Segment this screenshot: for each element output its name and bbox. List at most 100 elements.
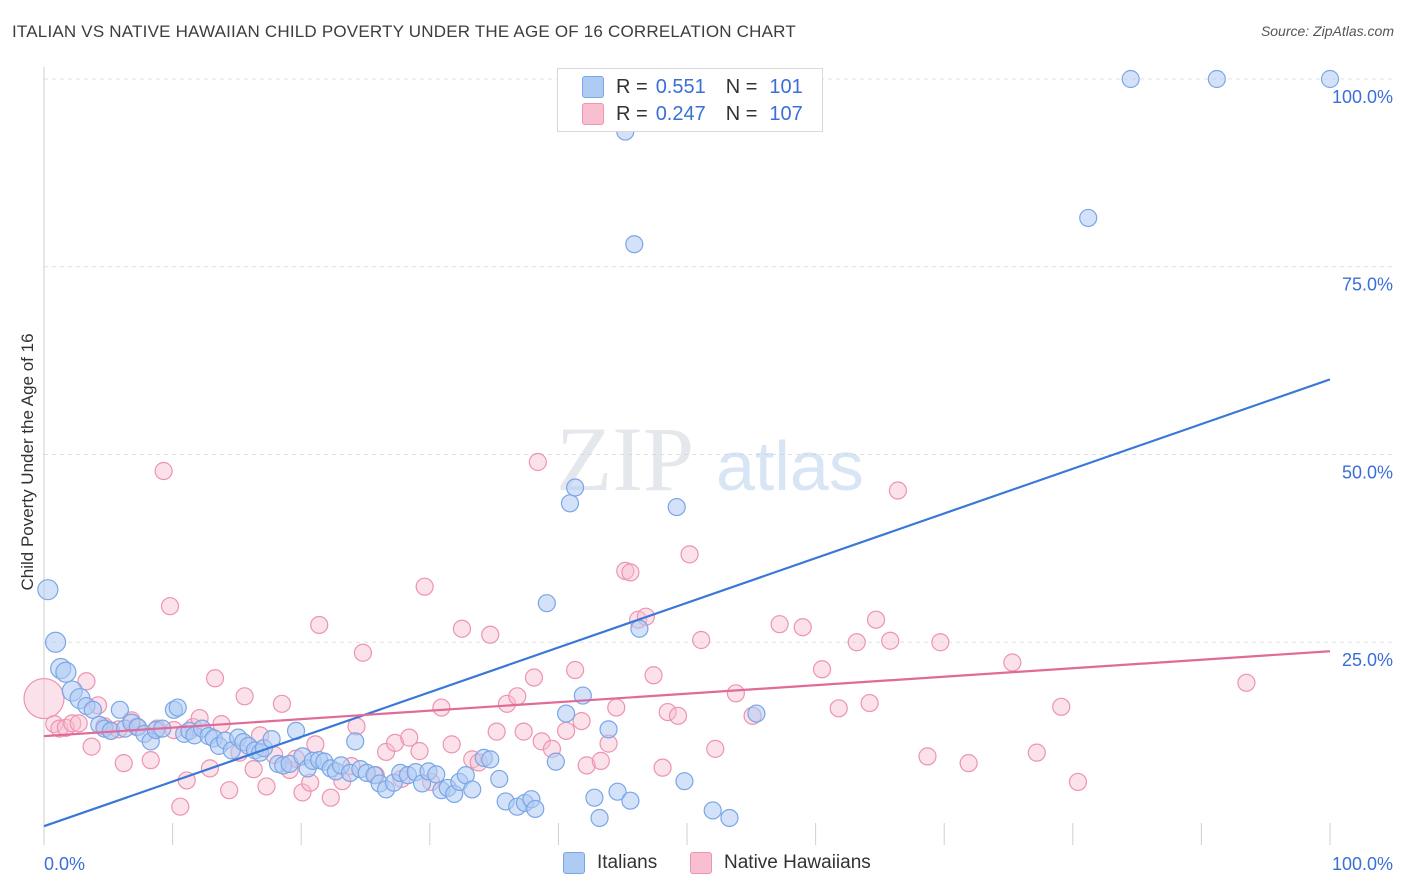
native-hawaiians-point [410, 742, 429, 761]
native-hawaiians-point [668, 706, 688, 725]
native-hawaiians-point [69, 714, 88, 733]
legend-swatch-italians [563, 852, 585, 874]
native-hawaiians-point [591, 751, 610, 770]
italians-point [1320, 69, 1340, 89]
native-hawaiians-point [621, 563, 640, 582]
italians-point [590, 808, 609, 828]
native-hawaiians-point [532, 732, 551, 751]
native-hawaiians-point [508, 687, 527, 706]
native-hawaiians-point [321, 788, 340, 807]
native-hawaiians-point [497, 694, 517, 713]
native-hawaiians-point [1052, 697, 1071, 716]
native-hawaiians-point [487, 722, 506, 741]
native-hawaiians-point [220, 781, 239, 800]
trend-lines [43, 378, 1331, 828]
native-hawaiians-point [481, 625, 500, 644]
italians-point [720, 808, 739, 828]
native-hawaiians-point [528, 452, 547, 472]
native-hawaiians-point [77, 672, 96, 691]
native-hawaiians-point [847, 633, 866, 652]
native-hawaiians-point [557, 721, 576, 740]
italians-point [1207, 69, 1226, 89]
italians-point [608, 782, 627, 801]
legend-r-label: R = [616, 75, 648, 98]
native-hawaiians-point [442, 735, 461, 754]
native-hawaiians-point [644, 666, 663, 685]
x-tick-label: 100.0% [1332, 854, 1393, 874]
legend-row-italians: R = 0.551 N = 101 [582, 75, 803, 99]
native-hawaiians-point [931, 633, 950, 652]
native-hawaiians-point [770, 615, 789, 634]
native-hawaiians-point [829, 699, 848, 718]
italians-point [346, 732, 365, 751]
legend-label-italians: Italians [597, 852, 658, 873]
italians-point [703, 801, 722, 820]
legend-r-value-italians: 0.551 [655, 75, 706, 98]
italians-point [599, 720, 618, 739]
native-hawaiians-point [205, 669, 225, 688]
legend-r-label: R = [616, 102, 648, 125]
native-hawaiians-point [272, 694, 292, 713]
native-hawaiians-point [866, 610, 886, 629]
native-hawaiians-point [114, 754, 133, 773]
native-hawaiians-point [524, 668, 544, 687]
watermark-atlas: atlas [716, 427, 864, 505]
native-hawaiians-point [918, 747, 937, 766]
y-tick-label: 75.0% [1342, 275, 1393, 295]
legend-item-italians[interactable]: Italians [563, 852, 657, 874]
italians-point [1121, 69, 1140, 89]
italians-point [585, 788, 604, 807]
series-legend: Italians Native Hawaiians [0, 852, 1406, 878]
watermark: ZIP atlas [556, 408, 864, 510]
italians-point [630, 619, 649, 638]
native-hawaiians-point [293, 783, 312, 802]
native-hawaiians-point [860, 693, 879, 713]
native-hawaiians-point [680, 545, 699, 564]
native-hawaiians-trend-line [43, 650, 1331, 738]
native-hawaiians-point [812, 660, 832, 679]
legend-item-native-hawaiians[interactable]: Native Hawaiians [690, 852, 871, 874]
chart-title: ITALIAN VS NATIVE HAWAIIAN CHILD POVERTY… [12, 22, 796, 41]
italians-point [168, 698, 187, 717]
native-hawaiians-point [577, 756, 596, 775]
legend-swatch-italians [582, 76, 604, 98]
native-hawaiians-point [257, 777, 276, 796]
italians-point [83, 700, 102, 719]
y-tick-label: 50.0% [1342, 462, 1393, 482]
native-hawaiians-point [566, 660, 585, 680]
axes [43, 67, 1331, 845]
legend-n-value-italians: 101 [769, 75, 803, 98]
x-tick-label: 0.0% [44, 854, 85, 874]
italians-point [566, 478, 585, 497]
y-tick-label: 100.0% [1332, 87, 1393, 107]
italians-point [481, 750, 500, 769]
native-hawaiians-point [82, 737, 101, 756]
native-hawaiians-point [141, 751, 160, 770]
y-axis-title: Child Poverty Under the Age of 16 [18, 333, 37, 590]
native-hawaiians-point [310, 615, 329, 635]
italians-point [557, 704, 576, 723]
native-hawaiians-point [514, 722, 533, 741]
native-hawaiians-point [793, 618, 812, 637]
italians-point [37, 579, 59, 601]
italians-point [44, 631, 67, 653]
native-hawaiians-point [385, 733, 405, 752]
legend-swatch-hawaiians [582, 103, 604, 125]
native-hawaiians-point [235, 687, 254, 706]
native-hawaiians-point [658, 702, 677, 722]
italians-point [55, 661, 77, 683]
italians-point [667, 497, 686, 517]
native-hawaiians-point [1027, 743, 1046, 762]
native-hawaiians-point [653, 758, 672, 777]
native-hawaiians-point [306, 735, 325, 754]
italians-point [625, 235, 644, 254]
native-hawaiians-point [452, 619, 472, 638]
native-hawaiians-point [607, 698, 626, 717]
native-hawaiians-point [888, 481, 908, 500]
italians-point [621, 791, 640, 810]
italians-point [110, 700, 129, 719]
native-hawaiians-point [63, 714, 82, 733]
native-hawaiians-point [154, 461, 173, 481]
italians-point [1079, 208, 1098, 228]
